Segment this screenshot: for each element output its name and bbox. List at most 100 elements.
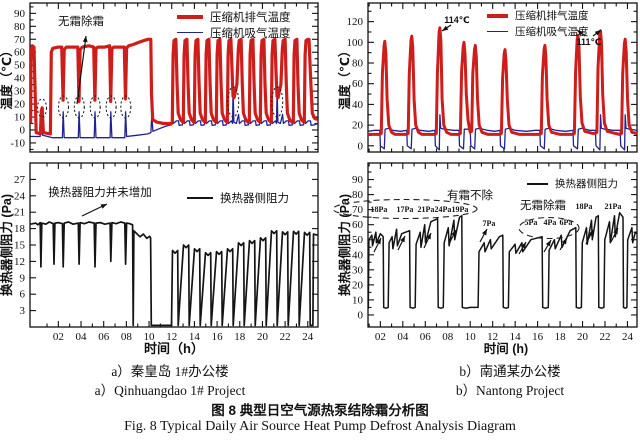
tick-label: 70 [352,204,364,216]
suction-line-sample [487,30,508,33]
annotation-ellipse [73,95,85,119]
tick-label: 80 [352,58,364,70]
annotation-text: 6Pa [560,218,573,227]
resistance-line-sample [527,182,548,185]
axes-frame [367,2,638,153]
tick-label: 50 [352,234,364,246]
annotation-text: 114℃ [444,15,470,25]
tick-label: 21 [14,207,25,219]
annotation-text: 4Pa [544,218,557,227]
tick-label: 6 [20,289,26,301]
nantong-resistance-plot: 0 10 20 30 40 50 60 70 80 90 02 04 06 08 10 12 14 16 18 20 2… [332,162,638,356]
annotation-arrowhead [545,240,551,247]
tick-label: 0 [358,309,364,321]
annotation-text: 无霜除霜 [58,14,104,28]
annotation-text: 111℃ [577,37,602,47]
panel-a-caption-en: a）Qinhuangdao 1# Project [94,383,246,398]
tick-label: 20 [352,120,364,132]
annotation-ellipse [518,216,580,240]
annotation-arrow-line [76,35,87,105]
legend-label: 换热器侧阻力 [555,178,618,190]
legend-resistance-b: 换热器侧阻力 [527,177,618,190]
tick-label: 90 [352,174,364,186]
axes-frame [367,162,638,328]
figure-caption-cn: 图 8 典型日空气源热泵结除霜分析图 [211,403,429,418]
annotation-ellipse [120,95,132,119]
tick-label: 100 [347,37,364,49]
x-axis-label: 时间 (h) [484,341,528,356]
annotation-arrowhead [82,36,88,43]
tick-label: 10 [14,112,26,124]
tick-label: 80 [14,21,26,33]
annotation-text: 18Pa [371,205,388,214]
annotation-text: 无霜除霜 [520,198,566,212]
annotation-ellipse [271,86,284,118]
annotation-ellipse [105,95,117,119]
tick-label: 9 [20,272,26,284]
annotation-ellipse [57,95,70,119]
legend-label: 压缩机吸气温度 [515,26,589,38]
annotation-ellipse [332,198,478,220]
tick-label: 60 [352,78,364,90]
tick-label: 06 [98,331,110,343]
annotation-arrowhead [376,238,381,245]
tick-label: 40 [352,99,364,111]
tick-label: 04 [76,331,88,343]
annotation-text: 21Pa [418,205,435,214]
y-axis-label: 换热器侧阻力 (Pa) [337,194,352,296]
annotation-text: 7Pa [483,219,496,228]
legend-item-resistance: 换热器侧阻力 [187,191,289,205]
qinhuangdao-resistance-plot: 3 6 9 12 15 18 21 24 27 02 04 06 08 10 12 14 16 18 20 22 24 时… [0,162,319,356]
suction-curve [368,114,637,151]
tick-label: 10 [465,331,477,343]
tick-label: 22 [280,331,291,343]
y-axis-label: 温度（℃） [337,44,352,109]
tick-label: 24 [302,331,314,343]
resistance-curve [30,221,318,327]
nantong-temperature-plot: 0 20 40 60 80 100 120 温度（℃） 114℃ 111℃ [337,2,638,153]
tick-label: 20 [352,279,364,291]
legend-resistance-a: 换热器侧阻力 [187,191,289,205]
annotation-arrowhead [426,233,431,240]
legend-item-discharge: 压缩机排气温度 [487,9,589,22]
y-axis-label: 温度（℃） [0,44,14,109]
x-axis-label: 时间（h） [144,341,204,356]
tick-label: 20 [257,331,269,343]
tick-label: -10 [10,137,25,149]
annotation-text: 5Pa [525,218,538,227]
annotation-ellipse [36,98,48,118]
annotation-arrowhead [594,30,601,36]
annotation-arrowhead [613,228,618,235]
discharge-line-sample [487,13,508,18]
tick-label: 24 [622,331,634,343]
legend-label: 压缩机排气温度 [210,11,291,24]
annotation-arrowhead [520,242,526,249]
annotation-ellipse [89,95,101,119]
tick-label: 12 [14,256,25,268]
suction-line-sample [177,31,203,34]
legend-temperature-a: 压缩机排气温度 压缩机吸气温度 [177,10,291,40]
annotation-arrowhead [451,230,456,237]
tick-label: 06 [420,331,432,343]
discharge-line-sample [177,14,203,19]
tick-label: 14 [189,331,201,343]
tick-label: 24 [14,190,26,202]
tick-label: 20 [14,99,26,111]
legend-label: 压缩机吸气温度 [210,27,291,40]
tick-label: 18 [555,331,567,343]
tick-label: 14 [510,331,522,343]
resistance-line-sample [187,196,213,199]
tick-label: 08 [121,331,133,343]
panel-b-caption-en: b）Nantong Project [455,383,565,398]
tick-label: 40 [352,249,364,261]
tick-label: 18 [234,331,246,343]
legend-label: 压缩机排气温度 [515,10,589,22]
tick-label: 3 [20,305,26,317]
tick-label: 0 [20,124,26,136]
tick-label: 12 [487,331,498,343]
tick-label: 40 [14,73,26,85]
tick-label: 10 [352,294,364,306]
annotation-text: 21Pa [605,202,622,211]
